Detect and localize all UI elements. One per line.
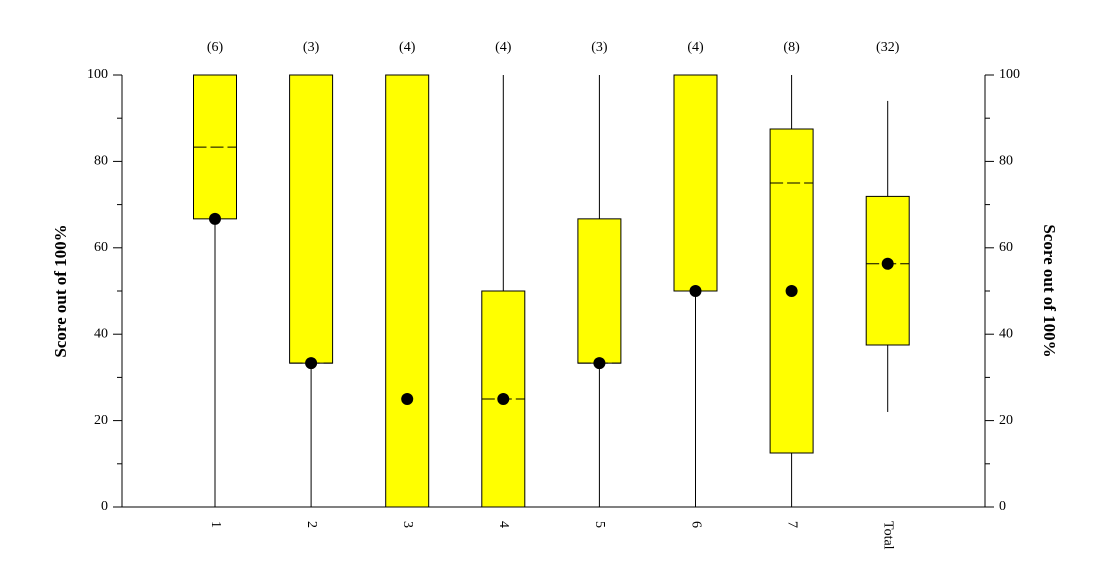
count-label: (6): [207, 40, 224, 55]
x-tick-label: 5: [592, 521, 607, 528]
box: [673, 74, 718, 292]
y2-axis-label: Score out of 100%: [1040, 224, 1059, 357]
y-tick-label: 40: [94, 326, 108, 341]
count-label: (4): [495, 40, 512, 55]
y-tick-label: 100: [87, 67, 108, 82]
x-tick-label: 7: [784, 521, 799, 528]
y2-tick-label: 60: [999, 240, 1013, 255]
count-label: (3): [591, 40, 608, 55]
y2-tick-label: 100: [999, 67, 1020, 82]
mean-dot: [689, 285, 702, 297]
x-tick-label: 3: [400, 521, 415, 528]
count-label: (3): [303, 40, 320, 55]
count-label: (8): [783, 40, 800, 55]
box: [865, 195, 910, 346]
count-label: (32): [876, 40, 900, 55]
mean-dot: [305, 357, 318, 370]
mean-dot: [881, 257, 894, 270]
y2-tick-label: 20: [999, 413, 1013, 428]
x-tick-label: 1: [208, 521, 223, 528]
x-tick-label: 2: [304, 521, 319, 528]
mean-dot: [593, 357, 606, 370]
mean-dot: [497, 393, 510, 405]
count-label: (4): [687, 40, 704, 55]
y-tick-label: 20: [94, 413, 108, 428]
y-tick-label: 60: [94, 240, 108, 255]
x-tick-label: 4: [496, 521, 511, 528]
mean-dot: [401, 393, 414, 405]
y2-tick-label: 80: [999, 154, 1013, 169]
box: [289, 74, 334, 364]
count-label: (4): [399, 40, 416, 55]
x-tick-label: Total: [880, 521, 895, 550]
y-tick-label: 80: [94, 154, 108, 169]
y-tick-label: 0: [101, 499, 108, 514]
box: [577, 218, 622, 364]
y2-tick-label: 0: [999, 499, 1006, 514]
mean-dot: [209, 212, 221, 225]
mean-dot: [785, 285, 798, 297]
y2-tick-label: 40: [999, 326, 1013, 341]
x-tick-label: 6: [688, 521, 703, 528]
box: [385, 74, 430, 508]
y-axis-label: Score out of 100%: [51, 224, 70, 357]
